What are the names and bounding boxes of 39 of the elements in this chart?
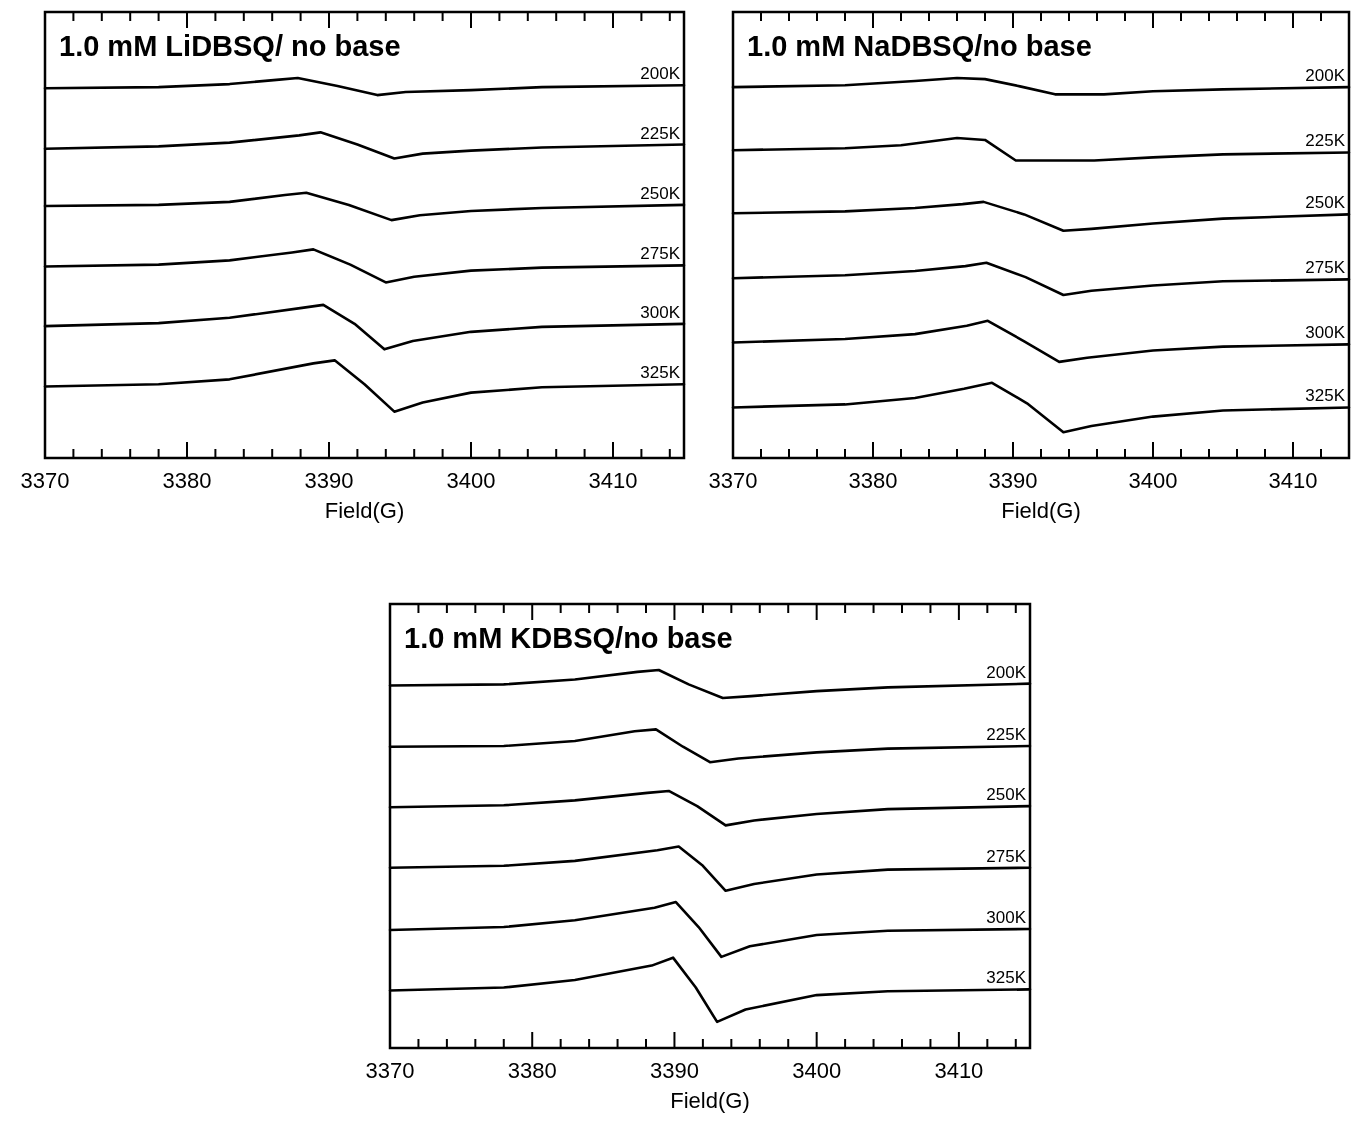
series-label: 200K <box>986 662 1027 682</box>
x-tick-label: 3370 <box>20 468 70 493</box>
series-label: 200K <box>640 64 681 84</box>
series-label: 225K <box>640 123 681 143</box>
x-tick-label: 3390 <box>649 1058 699 1083</box>
series-label: 225K <box>986 724 1027 744</box>
x-tick-label: 3400 <box>1128 468 1178 493</box>
x-tick-label: 3410 <box>588 468 638 493</box>
x-tick-label: 3410 <box>934 1058 984 1083</box>
x-tick-label: 3380 <box>162 468 212 493</box>
x-tick-label: 3380 <box>507 1058 557 1083</box>
series-label: 225K <box>1305 131 1346 151</box>
series-label: 250K <box>640 183 681 203</box>
x-tick-label: 3410 <box>1268 468 1318 493</box>
x-tick-label: 3400 <box>446 468 496 493</box>
x-tick-label: 3390 <box>988 468 1038 493</box>
chart-title: 1.0 mM LiDBSQ/ no base <box>59 30 401 62</box>
series-label: 300K <box>1305 323 1346 343</box>
x-tick-label: 3390 <box>304 468 354 493</box>
x-tick-label: 3370 <box>365 1058 415 1083</box>
chart-title: 1.0 mM NaDBSQ/no base <box>747 30 1092 62</box>
chart-title: 1.0 mM KDBSQ/no base <box>404 622 733 654</box>
series-label: 275K <box>640 244 681 264</box>
x-tick-label: 3380 <box>848 468 898 493</box>
series-label: 300K <box>986 907 1027 927</box>
series-label: 250K <box>986 785 1027 805</box>
x-axis-title: Field(G) <box>670 1088 750 1113</box>
x-tick-label: 3370 <box>708 468 758 493</box>
series-label: 250K <box>1305 193 1346 213</box>
x-tick-label: 3400 <box>792 1058 842 1083</box>
series-label: 200K <box>1305 66 1346 86</box>
series-label: 275K <box>986 846 1027 866</box>
x-axis-title: Field(G) <box>324 498 405 523</box>
series-label: 325K <box>640 363 681 383</box>
x-axis-title: Field(G) <box>1001 498 1081 523</box>
series-label: 325K <box>986 968 1027 988</box>
series-label: 300K <box>640 302 681 322</box>
series-label: 325K <box>1305 386 1346 406</box>
series-label: 275K <box>1305 258 1346 278</box>
